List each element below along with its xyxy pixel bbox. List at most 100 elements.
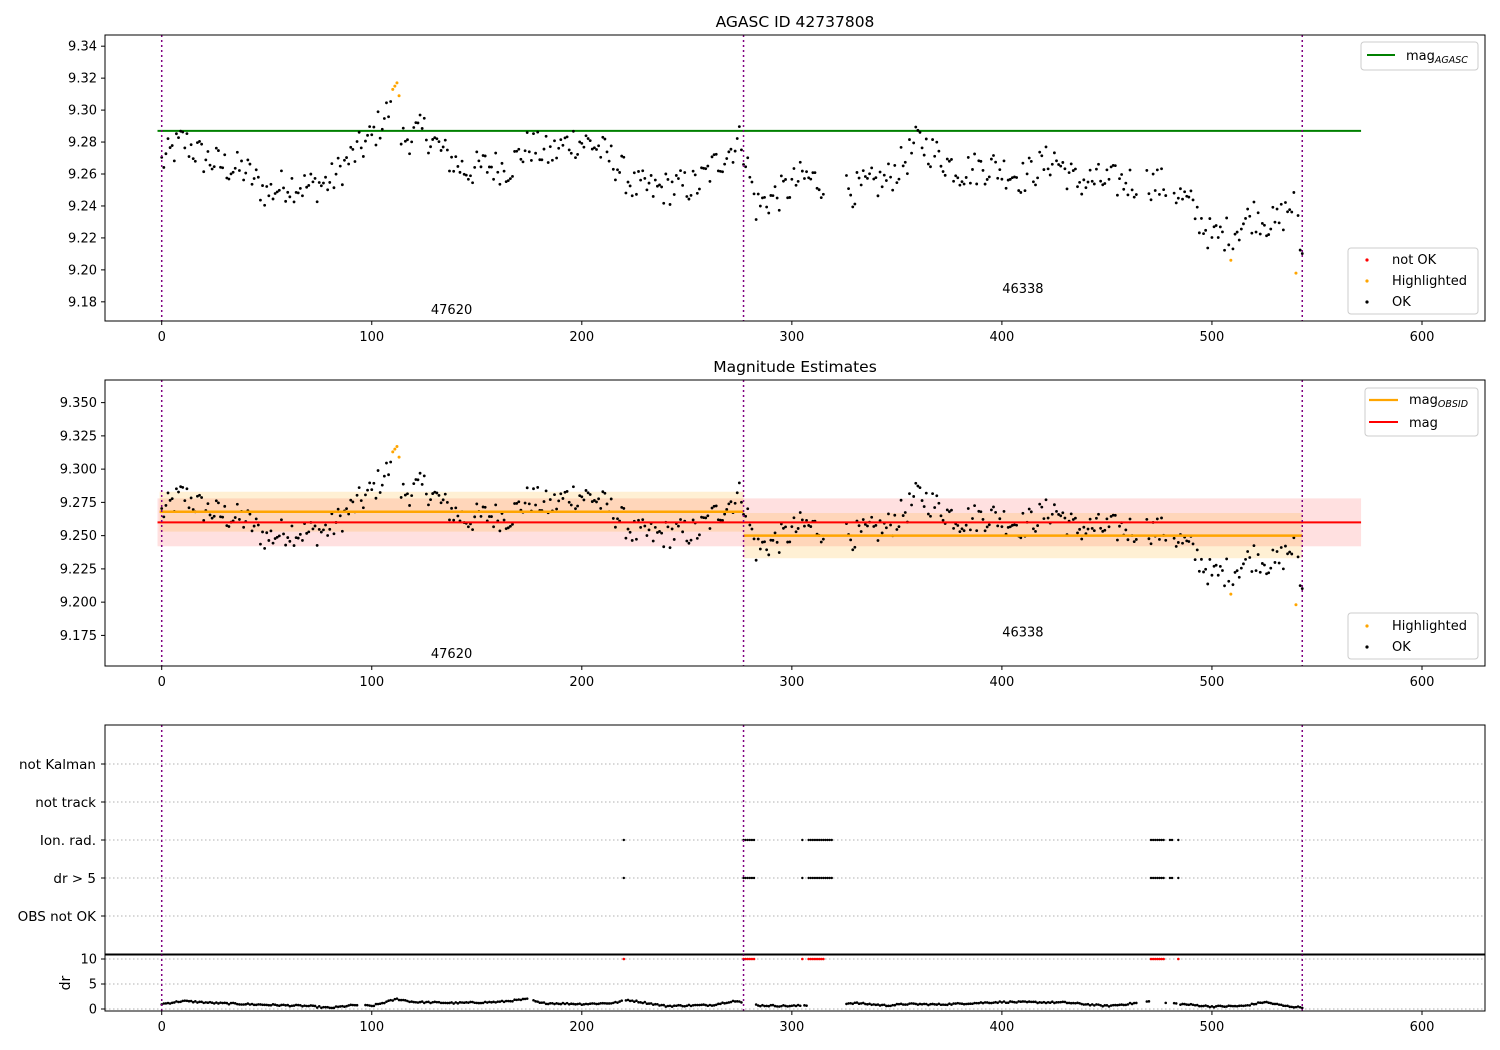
dr-point <box>1042 1000 1046 1004</box>
flag-point <box>746 838 749 842</box>
dr-point <box>376 1002 380 1006</box>
ok-point <box>527 150 531 154</box>
ok-point <box>448 169 451 173</box>
ok-point <box>935 140 939 144</box>
ok-point <box>433 490 437 494</box>
ok-point <box>1174 544 1178 548</box>
ok-point <box>330 162 334 166</box>
dr-point <box>332 1006 336 1010</box>
dr-point <box>782 1003 785 1007</box>
dr-point <box>922 1002 926 1006</box>
dr-point <box>429 1001 432 1005</box>
ok-point <box>1275 207 1279 211</box>
ok-point <box>212 165 216 169</box>
ok-point <box>721 170 724 174</box>
dr-point <box>185 999 189 1003</box>
ok-point <box>1242 222 1245 226</box>
dr-point <box>164 1002 168 1005</box>
ok-point <box>473 165 477 169</box>
dr-point <box>437 1000 441 1004</box>
ok-point <box>653 525 657 529</box>
flag-point <box>748 876 752 880</box>
ok-point <box>527 502 531 506</box>
panel-agasc-y-axis: 9.189.209.229.249.269.289.309.329.34 <box>68 40 105 310</box>
ok-point <box>267 539 271 542</box>
ok-point <box>259 198 262 202</box>
ok-point <box>301 194 304 198</box>
ok-point <box>590 500 594 503</box>
dr-point <box>548 1001 552 1005</box>
dr-point <box>693 1003 697 1007</box>
ok-point <box>1002 159 1006 163</box>
ok-point <box>723 162 727 166</box>
flag-point <box>1162 838 1165 842</box>
ok-point <box>937 149 941 153</box>
dr-clipped-point <box>811 957 815 961</box>
ok-point <box>1088 168 1092 172</box>
dr-point <box>1208 1005 1212 1009</box>
x-tick-label: 200 <box>569 1020 594 1035</box>
ok-point <box>706 514 710 518</box>
dr-point <box>1030 1000 1033 1004</box>
ok-point <box>700 515 703 519</box>
highlighted-point <box>391 450 395 454</box>
dr-point <box>525 997 529 1000</box>
dr-point <box>1044 1001 1048 1005</box>
ok-point <box>960 180 964 184</box>
ok-point <box>981 169 985 172</box>
ok-point <box>1147 192 1151 196</box>
ok-point <box>175 487 178 491</box>
dr-clipped-point <box>748 957 752 961</box>
legend-not-ok-label: not OK <box>1392 253 1437 268</box>
ok-point <box>1059 164 1063 168</box>
ok-point <box>773 185 777 189</box>
ok-point <box>744 514 748 518</box>
ok-point <box>1015 176 1018 179</box>
ok-point <box>975 182 979 186</box>
dr-point <box>647 1002 651 1005</box>
ok-point <box>740 148 743 152</box>
ok-point <box>1095 167 1098 171</box>
ok-point <box>170 144 174 147</box>
dr-point <box>906 1003 909 1006</box>
ok-point <box>225 524 229 528</box>
dr-point <box>231 1001 235 1005</box>
ok-point <box>370 133 374 137</box>
dr-point <box>397 998 401 1002</box>
flag-point <box>742 876 745 880</box>
ok-point <box>250 182 254 186</box>
ok-point <box>464 173 468 177</box>
flag-point <box>748 838 752 842</box>
ok-point <box>647 528 651 532</box>
ok-point <box>1055 509 1058 513</box>
ok-point <box>746 507 750 511</box>
ok-point <box>435 491 439 495</box>
dr-point <box>1008 1000 1012 1003</box>
ok-point <box>431 492 435 495</box>
ok-point <box>660 185 664 189</box>
ok-point <box>968 181 972 185</box>
dr-point <box>935 1003 939 1006</box>
ok-point <box>1288 550 1292 554</box>
legend-highlighted-marker <box>1365 279 1369 283</box>
ok-point <box>863 523 867 526</box>
ok-point <box>580 141 584 145</box>
dr-point <box>404 999 407 1002</box>
ok-point <box>611 167 615 171</box>
ok-point <box>1258 232 1262 236</box>
ok-point <box>1034 183 1037 187</box>
ok-point <box>311 180 315 184</box>
ok-point <box>595 500 598 504</box>
ok-point <box>1279 202 1283 206</box>
ok-point <box>708 179 712 183</box>
ok-point <box>1010 176 1014 180</box>
ok-point <box>702 516 706 519</box>
ok-point <box>931 138 934 141</box>
dr-point <box>1063 1000 1067 1004</box>
dr-point <box>794 1004 798 1008</box>
ok-point <box>536 486 540 489</box>
dr-point <box>534 1000 537 1003</box>
dr-point <box>1296 1005 1300 1008</box>
ok-point <box>637 518 640 522</box>
ok-point <box>597 144 601 148</box>
